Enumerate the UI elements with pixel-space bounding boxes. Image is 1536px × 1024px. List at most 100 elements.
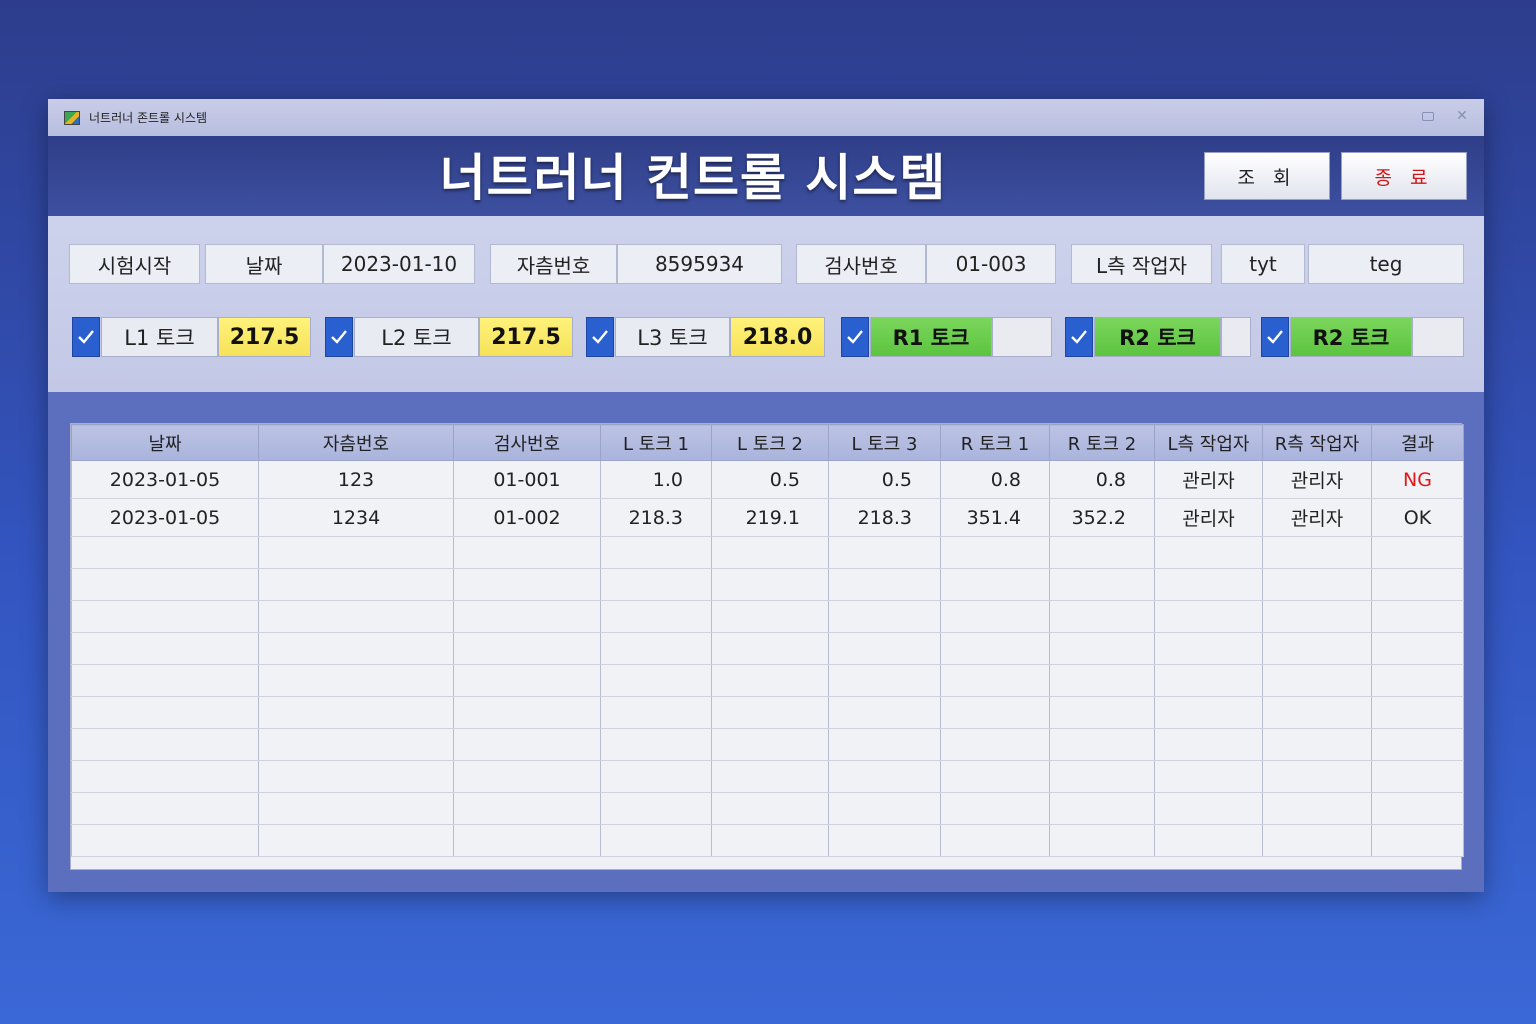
table-cell xyxy=(71,536,259,569)
r1-torque-checkbox[interactable] xyxy=(841,317,869,357)
r3-torque-checkbox[interactable] xyxy=(1261,317,1289,357)
l1-torque-label: L1 토크 xyxy=(101,317,218,357)
table-cell xyxy=(828,792,941,825)
table-cell xyxy=(1262,600,1372,633)
table-cell xyxy=(1049,696,1155,729)
table-cell xyxy=(1371,696,1464,729)
check-icon xyxy=(592,330,608,344)
table-row-empty[interactable] xyxy=(71,568,1464,601)
serial-field[interactable]: 8595934 xyxy=(617,244,782,284)
table-cell xyxy=(711,632,829,665)
title-bar[interactable]: 너트러너 존트롤 시스템 ✕ xyxy=(48,99,1484,136)
table-cell xyxy=(258,664,454,697)
table-cell: 관리자 xyxy=(1154,460,1263,499)
exit-button[interactable]: 종 료 xyxy=(1341,152,1467,200)
column-header[interactable]: L 토크 2 xyxy=(711,424,829,461)
l2-torque-checkbox[interactable] xyxy=(325,317,353,357)
restore-icon[interactable] xyxy=(1420,108,1436,124)
table-cell xyxy=(1154,728,1263,761)
table-cell xyxy=(1371,536,1464,569)
table-cell xyxy=(71,664,259,697)
l-worker-field[interactable]: tyt xyxy=(1221,244,1305,284)
table-row-empty[interactable] xyxy=(71,760,1464,793)
table-row-empty[interactable] xyxy=(71,632,1464,665)
table-cell: 218.3 xyxy=(828,498,941,537)
column-header[interactable]: 날짜 xyxy=(71,424,259,461)
table-header-row: 날짜 자츰번호 검사번호 L 토크 1 L 토크 2 L 토크 3 R 토크 1… xyxy=(71,424,1464,461)
r2-torque-label: R2 토크 xyxy=(1094,317,1221,357)
table-row-empty[interactable] xyxy=(71,536,1464,569)
table-cell xyxy=(828,632,941,665)
table-cell xyxy=(711,728,829,761)
table-cell xyxy=(258,760,454,793)
check-icon xyxy=(331,330,347,344)
control-panel: 시험시작 날짜 2023-01-10 자츰번호 8595934 검사번호 01-… xyxy=(48,216,1484,392)
r2-torque-checkbox[interactable] xyxy=(1065,317,1093,357)
r1-torque-label: R1 토크 xyxy=(870,317,992,357)
table-cell xyxy=(600,728,712,761)
table-cell xyxy=(453,824,601,857)
r1-torque-value xyxy=(992,317,1052,357)
table-cell xyxy=(1262,696,1372,729)
table-cell xyxy=(453,600,601,633)
table-row-empty[interactable] xyxy=(71,600,1464,633)
column-header[interactable]: R측 작업자 xyxy=(1262,424,1372,461)
results-grid[interactable]: 날짜 자츰번호 검사번호 L 토크 1 L 토크 2 L 토크 3 R 토크 1… xyxy=(70,423,1464,870)
table-cell xyxy=(828,696,941,729)
app-title: 너트러너 컨트롤 시스템 xyxy=(439,149,947,207)
table-cell xyxy=(258,696,454,729)
table-cell xyxy=(1154,824,1263,857)
query-button[interactable]: 조 회 xyxy=(1204,152,1330,200)
table-cell xyxy=(600,824,712,857)
table-cell: 관리자 xyxy=(1154,498,1263,537)
app-icon xyxy=(64,110,80,125)
l1-torque-checkbox[interactable] xyxy=(72,317,100,357)
column-header[interactable]: R 토크 1 xyxy=(940,424,1050,461)
table-cell xyxy=(828,760,941,793)
table-cell xyxy=(1154,792,1263,825)
table-cell xyxy=(1049,568,1155,601)
column-header[interactable]: L 토크 1 xyxy=(600,424,712,461)
inspect-field[interactable]: 01-003 xyxy=(926,244,1056,284)
table-cell xyxy=(71,824,259,857)
column-header[interactable]: R 토크 2 xyxy=(1049,424,1155,461)
table-cell xyxy=(453,632,601,665)
check-icon xyxy=(1071,330,1087,344)
date-field[interactable]: 2023-01-10 xyxy=(323,244,475,284)
table-cell xyxy=(711,696,829,729)
column-header[interactable]: L측 작업자 xyxy=(1154,424,1263,461)
table-row-empty[interactable] xyxy=(71,728,1464,761)
table-row-empty[interactable] xyxy=(71,664,1464,697)
test-start-button[interactable]: 시험시작 xyxy=(69,244,200,284)
table-cell xyxy=(71,600,259,633)
table-cell xyxy=(258,728,454,761)
column-header[interactable]: L 토크 3 xyxy=(828,424,941,461)
column-header[interactable]: 결과 xyxy=(1371,424,1464,461)
l3-torque-label: L3 토크 xyxy=(615,317,730,357)
l3-torque-checkbox[interactable] xyxy=(586,317,614,357)
table-row-empty[interactable] xyxy=(71,824,1464,857)
table-row-empty[interactable] xyxy=(71,696,1464,729)
table-cell xyxy=(940,536,1050,569)
column-header[interactable]: 자츰번호 xyxy=(258,424,454,461)
main-window: 너트러너 존트롤 시스템 ✕ 너트러너 컨트롤 시스템 조 회 종 료 시험시작… xyxy=(48,99,1484,892)
table-cell xyxy=(1371,728,1464,761)
column-header[interactable]: 검사번호 xyxy=(453,424,601,461)
table-cell xyxy=(1049,760,1155,793)
table-cell: 관리자 xyxy=(1262,498,1372,537)
table-cell: 0.5 xyxy=(711,460,829,499)
table-cell xyxy=(1371,792,1464,825)
table-row-empty[interactable] xyxy=(71,792,1464,825)
table-cell xyxy=(711,824,829,857)
table-row[interactable]: 2023-01-05 1234 01-002 218.3 219.1 218.3… xyxy=(71,498,1464,537)
r-worker-field[interactable]: teg xyxy=(1308,244,1464,284)
header-banner: 너트러너 컨트롤 시스템 조 회 종 료 xyxy=(48,136,1484,216)
table-row[interactable]: 2023-01-05 123 01-001 1.0 0.5 0.5 0.8 0.… xyxy=(71,460,1464,499)
table-cell xyxy=(71,632,259,665)
inspect-label: 검사번호 xyxy=(796,244,926,284)
table-cell: 219.1 xyxy=(711,498,829,537)
l3-torque-value: 218.0 xyxy=(730,317,825,357)
close-icon[interactable]: ✕ xyxy=(1456,108,1468,124)
table-cell xyxy=(1154,536,1263,569)
table-cell xyxy=(1049,536,1155,569)
